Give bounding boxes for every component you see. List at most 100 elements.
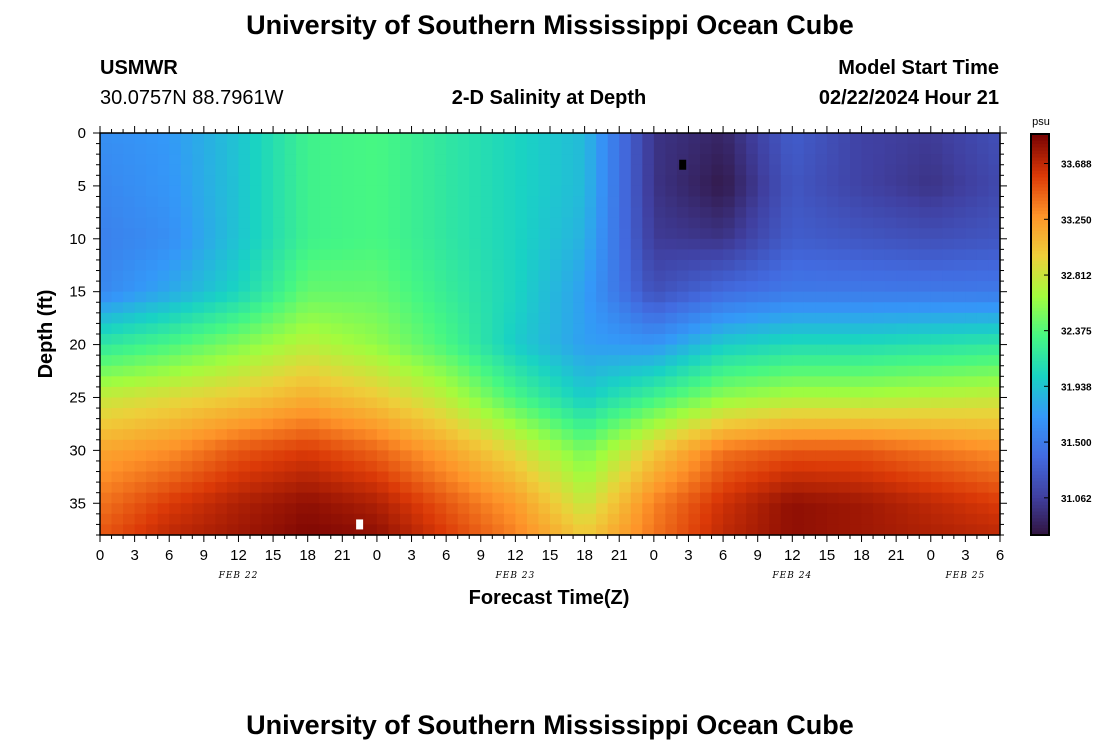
heatmap-cell	[873, 408, 886, 420]
heatmap-cell	[653, 513, 666, 526]
heatmap-cell	[365, 429, 378, 441]
heatmap-cell	[250, 482, 263, 494]
heatmap-cell	[976, 143, 990, 155]
heatmap-cell	[826, 408, 840, 420]
heatmap-cell	[203, 524, 216, 536]
heatmap-cell	[330, 397, 343, 409]
heatmap-cell	[203, 503, 216, 515]
heatmap-cell	[307, 524, 320, 536]
colorbar-band	[1031, 411, 1049, 416]
heatmap-cell	[169, 270, 182, 282]
x-tick-label: 21	[334, 547, 351, 564]
heatmap-cell	[815, 460, 828, 473]
heatmap-cell	[100, 175, 113, 187]
heatmap-cell	[157, 492, 170, 504]
heatmap-cell	[884, 492, 897, 504]
heatmap-cell	[653, 344, 666, 356]
heatmap-cell	[457, 312, 470, 325]
heatmap-cell	[100, 207, 113, 219]
heatmap-cell	[365, 439, 378, 451]
heatmap-cell	[584, 302, 597, 314]
heatmap-cell	[111, 217, 124, 229]
heatmap-cell	[769, 365, 782, 377]
heatmap-cell	[180, 238, 193, 250]
heatmap-cell	[861, 334, 874, 346]
heatmap-cell	[226, 207, 240, 219]
heatmap-cell	[169, 238, 182, 250]
heatmap-cell	[423, 185, 436, 198]
heatmap-cell	[688, 217, 701, 229]
heatmap-cell	[573, 460, 586, 473]
heatmap-cell	[319, 524, 332, 536]
heatmap-cell	[480, 439, 493, 451]
heatmap-cell	[826, 492, 840, 504]
heatmap-cell	[342, 133, 355, 145]
heatmap-cell	[134, 386, 147, 399]
heatmap-cell	[942, 524, 955, 536]
heatmap-cell	[665, 270, 678, 282]
heatmap-cell	[284, 164, 297, 176]
colorbar-band	[1031, 154, 1049, 158]
heatmap-cell	[884, 185, 897, 198]
heatmap-cell	[746, 450, 759, 462]
heatmap-cell	[930, 344, 943, 356]
heatmap-cell	[584, 291, 597, 303]
heatmap-cell	[342, 397, 355, 409]
heatmap-cell	[538, 312, 551, 325]
heatmap-cell	[873, 185, 886, 198]
heatmap-cell	[826, 460, 840, 473]
x-tick-label: 3	[407, 547, 415, 564]
heatmap-cell	[261, 418, 274, 430]
heatmap-cell	[226, 482, 240, 494]
heatmap-cell	[746, 471, 759, 483]
heatmap-cell	[261, 365, 274, 377]
heatmap-cell	[861, 344, 874, 356]
heatmap-cell	[296, 133, 309, 145]
heatmap-cell	[792, 503, 805, 515]
heatmap-cell	[365, 482, 378, 494]
heatmap-cell	[861, 471, 874, 483]
heatmap-cell	[826, 386, 840, 399]
heatmap-cell	[180, 397, 193, 409]
heatmap-cell	[573, 344, 586, 356]
heatmap-cell	[100, 323, 113, 335]
heatmap-cell	[319, 429, 332, 441]
heatmap-cell	[515, 302, 528, 314]
heatmap-cell	[550, 471, 563, 483]
heatmap-cell	[434, 323, 447, 335]
heatmap-cell	[273, 207, 286, 219]
heatmap-cell	[319, 471, 332, 483]
heatmap-cell	[676, 376, 690, 388]
heatmap-cell	[100, 133, 113, 145]
heatmap-cell	[769, 344, 782, 356]
heatmap-cell	[896, 249, 909, 261]
heatmap-cell	[388, 355, 401, 367]
heatmap-cell	[388, 249, 401, 261]
heatmap-cell	[700, 133, 713, 145]
heatmap-cell	[492, 397, 505, 409]
heatmap-cell	[307, 154, 320, 166]
heatmap-cell	[526, 281, 540, 293]
colorbar-band	[1031, 254, 1049, 259]
colorbar-band	[1031, 214, 1049, 219]
heatmap-cell	[515, 482, 528, 494]
heatmap-cell	[330, 513, 343, 526]
heatmap-cell	[550, 439, 563, 451]
heatmap-cell	[665, 143, 678, 155]
x-tick-label: 0	[96, 547, 104, 564]
heatmap-cell	[734, 164, 747, 176]
heatmap-cell	[919, 185, 932, 198]
heatmap-cell	[157, 460, 170, 473]
heatmap-cell	[423, 249, 436, 261]
heatmap-cell	[526, 439, 540, 451]
heatmap-cell	[296, 408, 309, 420]
heatmap-cell	[584, 439, 597, 451]
heatmap-cell	[538, 238, 551, 250]
heatmap-cell	[757, 302, 770, 314]
heatmap-cell	[261, 450, 274, 462]
heatmap-cell	[630, 450, 643, 462]
heatmap-cell	[215, 503, 228, 515]
heatmap-cell	[642, 270, 655, 282]
heatmap-cell	[607, 386, 620, 399]
heatmap-cell	[896, 164, 909, 176]
